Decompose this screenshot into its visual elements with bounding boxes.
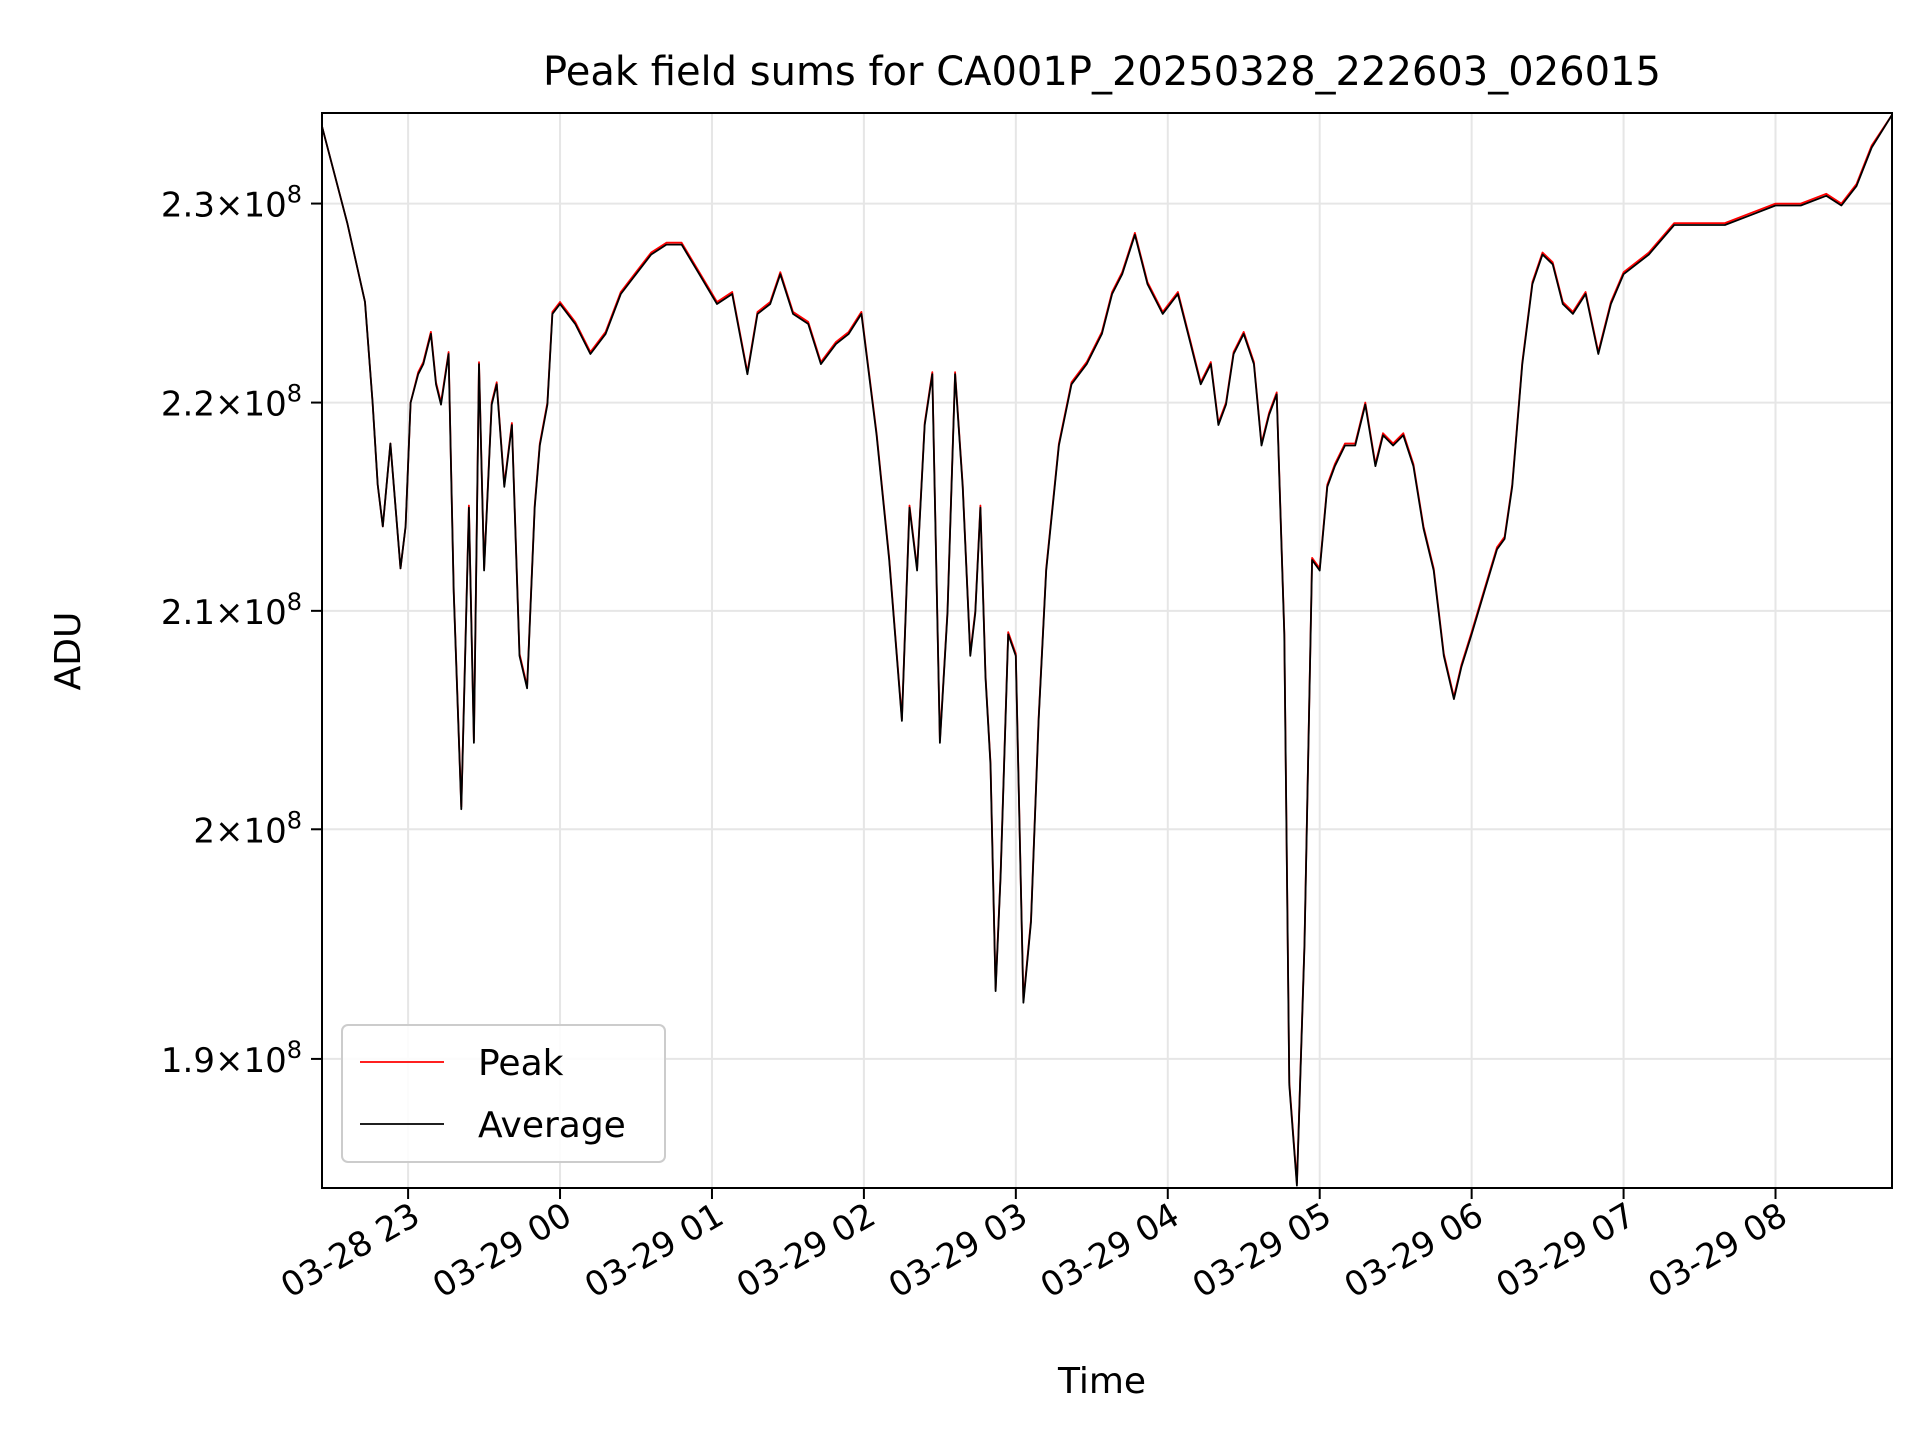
legend-average-label: Average <box>478 1105 626 1146</box>
y-tick-label: 2.1×108 <box>161 588 302 633</box>
plot-frame <box>321 112 1893 1189</box>
legend-box <box>341 1024 666 1163</box>
x-axis-label: Time <box>1057 1361 1146 1402</box>
y-axis: 1.9×108 2×108 2.1×108 2.2×108 2.3×108 <box>161 181 322 1081</box>
y-tick-label: 1.9×108 <box>161 1036 302 1081</box>
y-tick-label: 2.3×108 <box>161 181 302 226</box>
plot-series <box>321 114 1893 1187</box>
legend-peak-label: Peak <box>478 1043 564 1084</box>
chart-title: Peak field sums for CA001P_20250328_2226… <box>543 49 1661 95</box>
y-tick-label: 2×108 <box>193 806 302 851</box>
legend: Peak Average <box>341 1024 666 1163</box>
y-tick-label: 2.2×108 <box>161 380 302 425</box>
y-axis-label: ADU <box>48 612 89 691</box>
series-line-average <box>321 114 1893 1187</box>
